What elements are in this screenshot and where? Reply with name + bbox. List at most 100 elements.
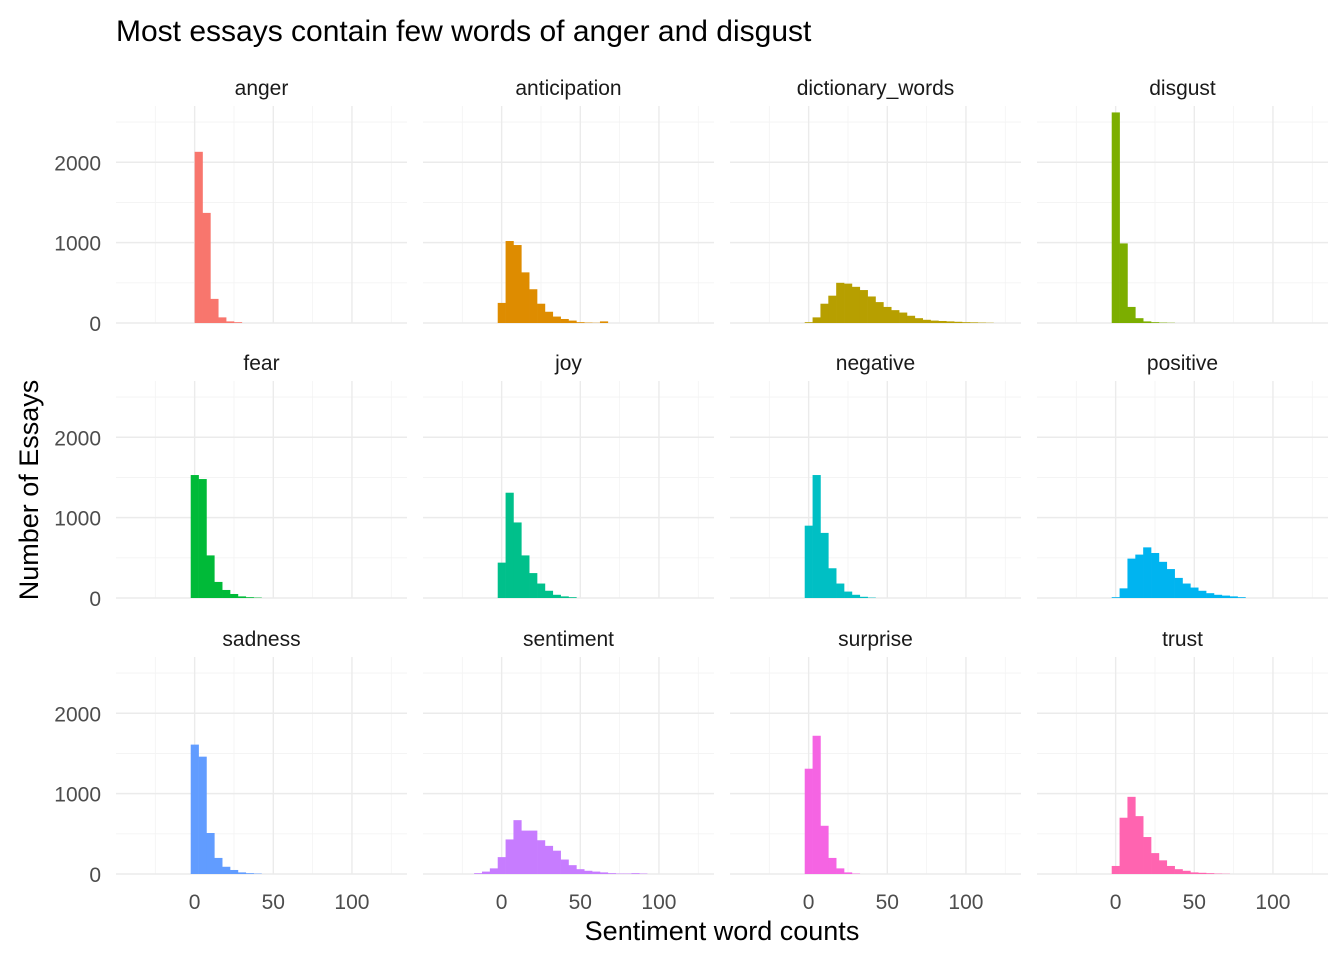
histogram-bar <box>513 820 521 874</box>
facet-panel-positive: positive <box>1037 352 1328 598</box>
histogram-bar <box>569 597 577 598</box>
histogram-bar <box>521 272 529 323</box>
histogram-bar <box>820 304 828 323</box>
histogram-bar <box>214 858 222 874</box>
histogram-bar <box>498 303 506 323</box>
y-tick-label: 2000 <box>54 427 101 450</box>
x-tick-label: 100 <box>641 891 676 914</box>
histogram-bar <box>1127 307 1135 323</box>
histogram-bar <box>805 526 813 598</box>
histogram-bar <box>1120 243 1128 323</box>
histogram-bar <box>1167 569 1175 598</box>
histogram-bar <box>836 584 844 598</box>
histogram-bar <box>860 290 868 323</box>
histogram-bar <box>529 831 537 874</box>
histogram-bar <box>1112 597 1120 598</box>
histogram-bar <box>915 318 923 323</box>
histogram-bar <box>805 769 813 874</box>
facet-strip-label: surprise <box>838 628 913 651</box>
histogram-bar <box>238 872 246 874</box>
histogram-bar <box>513 245 521 323</box>
histogram-bar <box>852 595 860 598</box>
facet-strip-label: joy <box>554 352 582 375</box>
histogram-bar <box>569 321 577 323</box>
histogram-bar <box>828 858 836 874</box>
histogram-bar <box>230 870 238 874</box>
histogram-bar <box>844 592 852 598</box>
histogram-bar <box>553 595 561 598</box>
facet-strip-label: trust <box>1162 628 1203 651</box>
facet-strip-label: fear <box>243 352 279 375</box>
histogram-bar <box>1120 818 1128 874</box>
histogram-bar <box>529 289 537 323</box>
y-tick-label: 1000 <box>54 233 101 256</box>
x-tick-label: 50 <box>262 891 285 914</box>
y-tick-label: 0 <box>89 313 101 336</box>
histogram-bar <box>946 321 954 323</box>
histogram-bar <box>1143 321 1151 323</box>
facet-panel-anticipation: anticipation <box>423 77 714 323</box>
histogram-bar <box>1127 559 1135 598</box>
histogram-bar <box>608 873 616 874</box>
histogram-bar <box>836 283 844 323</box>
x-tick-label: 100 <box>334 891 369 914</box>
histogram-bar <box>1206 873 1214 874</box>
histogram-bar <box>210 299 218 323</box>
histogram-bar <box>561 596 569 598</box>
histogram-bar <box>1175 578 1183 598</box>
histogram-bar <box>537 304 545 323</box>
histogram-bar <box>561 319 569 323</box>
histogram-bar <box>199 757 207 874</box>
histogram-bar <box>600 321 608 323</box>
histogram-bar <box>226 321 234 323</box>
x-tick-label: 50 <box>876 891 899 914</box>
x-tick-label: 0 <box>496 891 508 914</box>
histogram-bar <box>246 597 254 598</box>
histogram-bar <box>962 322 970 323</box>
histogram-bar <box>246 873 254 874</box>
x-tick-label: 50 <box>569 891 592 914</box>
histogram-bar <box>553 851 561 874</box>
histogram-bar <box>813 736 821 874</box>
histogram-bar <box>923 320 931 323</box>
histogram-bar <box>576 869 584 874</box>
histogram-bar <box>191 475 199 598</box>
histogram-bar <box>600 872 608 874</box>
y-tick-label: 0 <box>89 588 101 611</box>
histogram-bar <box>852 287 860 323</box>
x-tick-label: 100 <box>948 891 983 914</box>
histogram-bar <box>203 213 211 323</box>
histogram-bar <box>1143 547 1151 598</box>
histogram-bar <box>1230 596 1238 598</box>
histogram-bar <box>1214 595 1222 598</box>
histogram-bar <box>506 241 514 323</box>
facet-strip-label: negative <box>836 352 915 375</box>
facet-strip-label: anticipation <box>515 77 621 100</box>
histogram-bar <box>521 555 529 598</box>
histogram-bar <box>230 594 238 598</box>
histogram-bar <box>561 860 569 874</box>
histogram-bar <box>1206 593 1214 598</box>
x-tick-label: 0 <box>189 891 201 914</box>
facet-panel-negative: negative <box>730 352 1021 598</box>
facet-strip-label: dictionary_words <box>797 77 955 100</box>
histogram-bar <box>1159 562 1167 598</box>
histogram-bar <box>860 597 868 598</box>
histogram-bar <box>206 833 214 874</box>
facet-panel-joy: joy <box>423 352 714 598</box>
facet-strip-label: anger <box>235 77 289 100</box>
histogram-bar <box>474 873 482 874</box>
histogram-bar <box>576 322 584 323</box>
facet-panel-surprise: surprise 0 50 100 <box>730 628 1021 914</box>
x-tick-label: 50 <box>1183 891 1206 914</box>
histogram-bar <box>883 307 891 323</box>
x-tick-label: 0 <box>803 891 815 914</box>
histogram-bar <box>1190 872 1198 874</box>
histogram-bar <box>1167 866 1175 874</box>
histogram-bar <box>545 846 553 874</box>
histogram-bar <box>805 322 813 323</box>
histogram-bar <box>238 596 246 598</box>
